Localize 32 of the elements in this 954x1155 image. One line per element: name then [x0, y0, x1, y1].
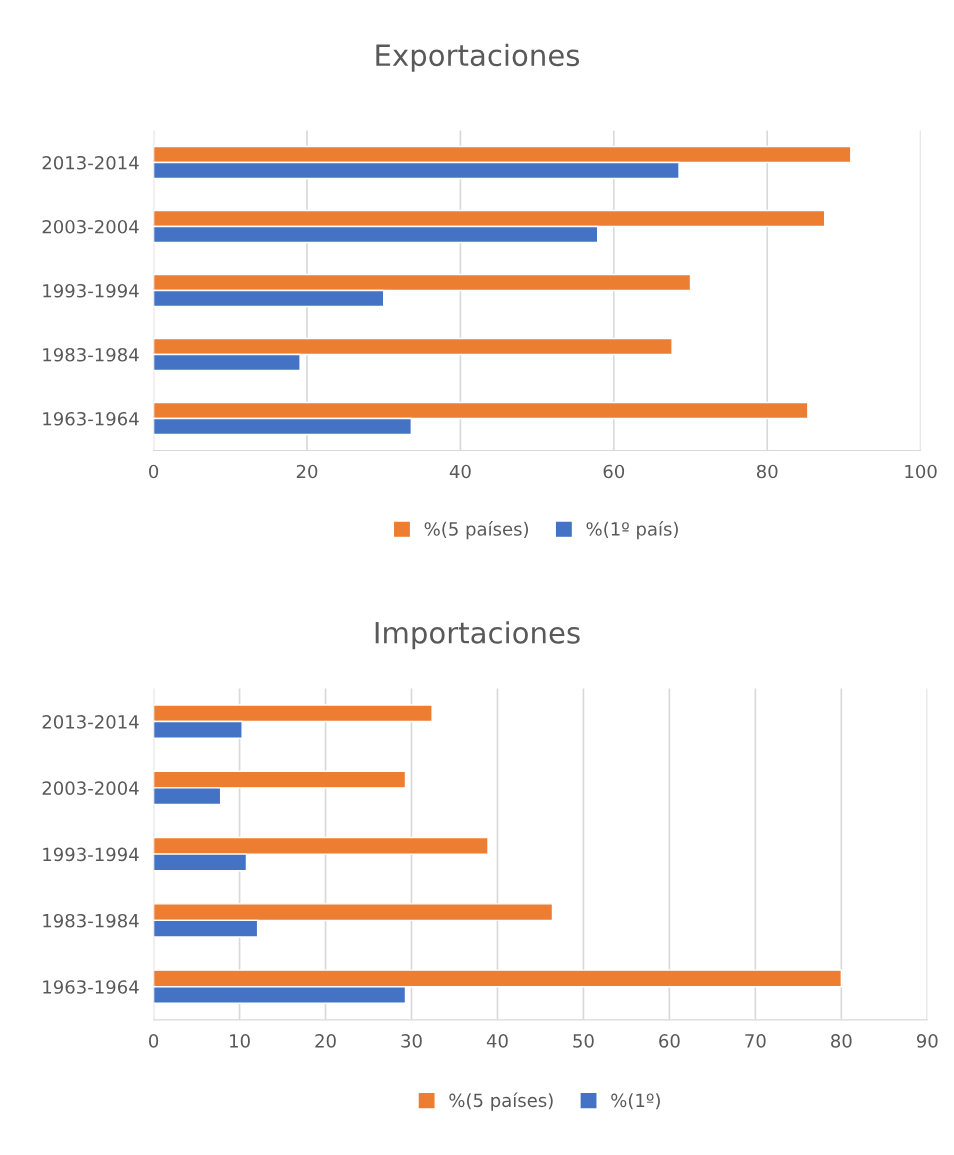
x-tick-label: 20	[315, 1034, 336, 1048]
y-tick-label: 2013-2014	[42, 155, 139, 170]
x-tick-label: 0	[149, 464, 159, 479]
y-tick-label: 1983-1984	[43, 913, 139, 928]
x-tick-label: 80	[756, 464, 778, 479]
y-tick-label: 1983-1984	[43, 347, 139, 362]
chart-title: Exportaciones	[376, 43, 580, 72]
y-tick-label: 1993-1994	[43, 847, 139, 862]
y-tick-label: 1963-1964	[43, 411, 139, 426]
x-tick-label: 10	[230, 1034, 250, 1048]
legend-label: %(5 países)	[424, 521, 529, 540]
x-tick-label: 40	[486, 1034, 508, 1048]
x-tick-label: 90	[916, 1034, 938, 1048]
y-tick-label: 1993-1994	[43, 283, 139, 298]
x-tick-label: 40	[449, 464, 471, 479]
x-tick-label: 0	[149, 1034, 159, 1048]
y-tick-label: 2003-2004	[42, 781, 139, 795]
x-tick-label: 20	[296, 464, 318, 479]
y-tick-label: 1963-1964	[43, 980, 139, 994]
chart-title: Importaciones	[375, 621, 580, 650]
x-tick-label: 30	[401, 1034, 422, 1048]
x-tick-label: 60	[659, 1034, 680, 1048]
x-tick-label: 50	[573, 1034, 594, 1048]
x-tick-label: 70	[745, 1034, 766, 1048]
y-tick-label: 2003-2004	[42, 219, 139, 234]
x-tick-label: 80	[831, 1034, 852, 1048]
legend-label: %(1º)	[611, 1093, 660, 1110]
legend-label: %(1º país)	[586, 521, 678, 540]
y-tick-label: 2013-2014	[42, 714, 139, 729]
legend-label: %(5 países)	[449, 1092, 553, 1111]
x-tick-label: 60	[603, 464, 625, 479]
x-tick-label: 100	[905, 464, 937, 479]
